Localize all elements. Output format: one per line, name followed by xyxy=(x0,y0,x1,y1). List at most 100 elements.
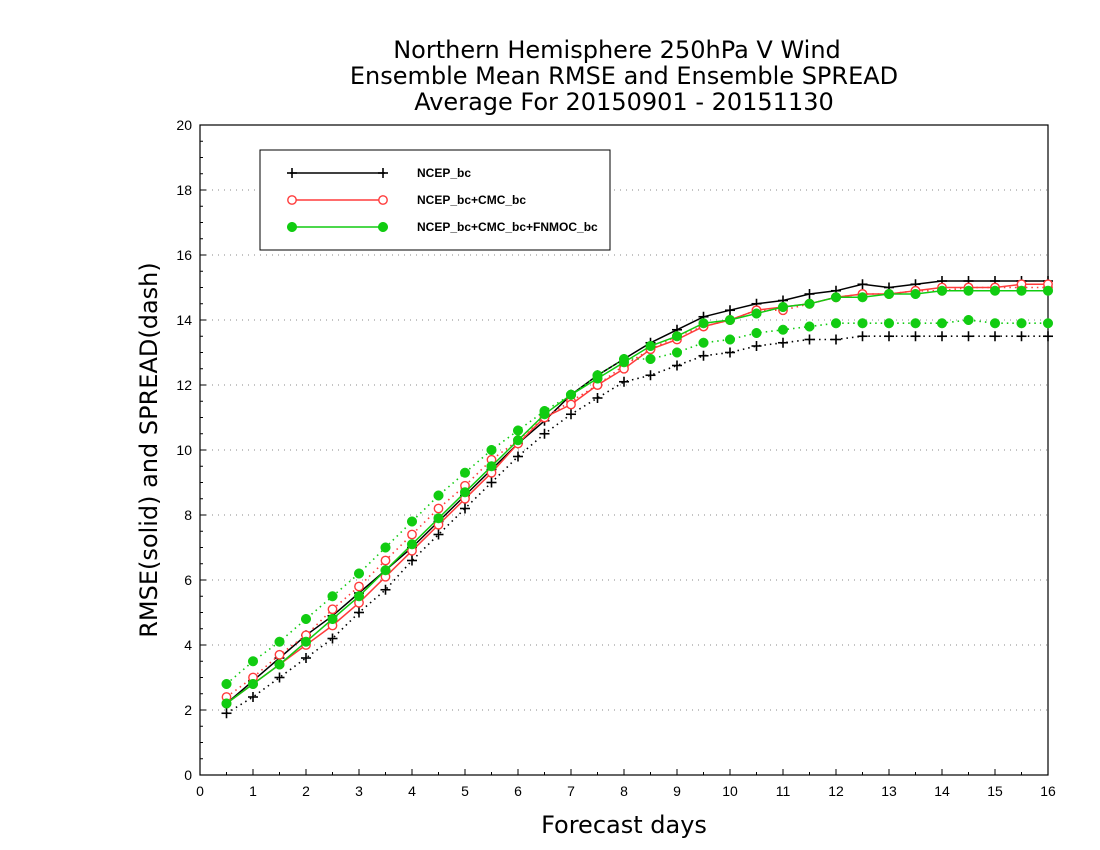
series-2-rmse-point xyxy=(645,340,656,352)
series-0 xyxy=(221,276,1053,719)
series-2-rmse-point xyxy=(486,461,497,472)
series-0-spread-point xyxy=(645,370,656,381)
series-2-rmse-point xyxy=(1042,285,1054,296)
legend-marker xyxy=(287,168,297,178)
series-2-rmse-point xyxy=(618,357,630,368)
legend-marker xyxy=(378,195,388,205)
x-tick-label: 13 xyxy=(881,783,897,799)
x-axis-title: Forecast days xyxy=(541,811,707,839)
x-tick-label: 4 xyxy=(408,783,416,799)
series-2-spread-point xyxy=(671,347,683,358)
series-0-spread-point xyxy=(592,393,603,403)
series-1-spread-point xyxy=(274,649,285,660)
series-2-rmse-point xyxy=(274,659,285,670)
x-tick-label: 16 xyxy=(1040,783,1056,799)
series-2-rmse-point xyxy=(433,513,444,524)
y-tick-label: 20 xyxy=(176,117,192,133)
series-2-rmse-point xyxy=(247,678,259,690)
series-0-spread-point xyxy=(354,607,364,618)
series-1-spread-point xyxy=(354,581,364,592)
series-2-rmse-point xyxy=(221,698,232,709)
series-0-spread-point xyxy=(884,331,894,342)
y-tick-label: 0 xyxy=(184,767,192,783)
series-0-spread-point xyxy=(248,692,258,702)
series-2-rmse-point xyxy=(327,613,338,625)
series-0-spread-point xyxy=(619,376,629,387)
series-0-spread-point xyxy=(433,529,444,540)
series-0-spread-point xyxy=(407,555,417,566)
series-2-spread-point xyxy=(751,327,762,339)
series-0-spread-point xyxy=(831,334,841,345)
series-2-spread-point xyxy=(724,334,736,345)
series-0-spread-point xyxy=(460,503,470,514)
series-2-rmse-point xyxy=(698,318,709,329)
series-2-spread-point xyxy=(936,318,948,329)
legend-label: NCEP_bc+CMC_bc+FNMOC_bc xyxy=(417,220,598,234)
series-2-spread-point xyxy=(883,318,895,329)
series-2-spread-point xyxy=(1016,318,1027,329)
series-2-rmse-point xyxy=(777,301,789,313)
series-2-spread-point xyxy=(1042,318,1054,329)
y-tick-label: 10 xyxy=(176,442,192,458)
series-2-spread-point xyxy=(512,425,524,436)
series-2-spread-point xyxy=(804,321,815,332)
legend-marker xyxy=(287,195,297,205)
series-2-spread-point xyxy=(698,337,709,348)
series-0-rmse-line xyxy=(226,280,1048,705)
x-tick-label: 1 xyxy=(249,783,257,799)
x-tick-label: 3 xyxy=(355,783,363,799)
y-tick-label: 12 xyxy=(176,377,192,393)
series-0-rmse-point xyxy=(804,289,815,299)
series-0-spread-point xyxy=(1016,331,1027,342)
series-2-spread-point xyxy=(645,353,656,365)
series-2-spread-point xyxy=(777,324,789,335)
y-tick-label: 16 xyxy=(176,247,192,263)
series-1-spread-point xyxy=(407,529,417,540)
series-2-spread-point xyxy=(459,467,471,478)
series-0-spread-point xyxy=(937,331,947,342)
legend-marker xyxy=(378,168,388,178)
series-2-spread-point xyxy=(910,318,921,329)
x-tick-label: 7 xyxy=(567,783,575,799)
series-0-spread-point xyxy=(698,350,709,361)
series-2-rmse-point xyxy=(724,314,736,326)
series-2-rmse-point xyxy=(804,298,815,309)
series-0-spread-point xyxy=(301,653,311,663)
legend-label: NCEP_bc xyxy=(417,166,471,180)
legend-marker xyxy=(377,221,389,233)
series-0-spread-point xyxy=(857,331,868,342)
title-line-1: Northern Hemisphere 250hPa V Wind xyxy=(393,36,841,64)
chart-title: Northern Hemisphere 250hPa V Wind Ensemb… xyxy=(350,36,898,116)
grid-lines xyxy=(200,189,1048,711)
series-2-rmse-point xyxy=(751,308,762,319)
series-0-spread-point xyxy=(963,331,974,342)
series-1-spread-point xyxy=(380,555,391,566)
series-0-spread-point xyxy=(778,337,788,348)
x-tick-label: 14 xyxy=(934,783,950,799)
series-0-rmse-point xyxy=(857,279,868,290)
series-2-rmse-point xyxy=(565,389,577,400)
x-tick-label: 9 xyxy=(673,783,681,799)
series-2-spread-point xyxy=(300,613,312,625)
series-1-spread-point xyxy=(327,604,338,615)
title-line-3: Average For 20150901 - 20151130 xyxy=(414,88,834,116)
legend: NCEP_bc NCEP_bc+CMC_bc NCEP_bc+CMC_bc+FNMO… xyxy=(259,149,611,251)
series-2-spread-point xyxy=(353,568,365,579)
y-tick-label: 18 xyxy=(176,182,192,198)
series-0-spread-point xyxy=(539,428,550,439)
series-2-spread-point xyxy=(380,542,391,553)
series-2-spread-point xyxy=(247,656,259,667)
x-tick-label: 0 xyxy=(196,783,204,799)
x-tick-label: 2 xyxy=(302,783,310,799)
series-2-rmse-point xyxy=(883,288,895,300)
series-0-spread-point xyxy=(513,451,523,462)
series-2-rmse-point xyxy=(300,636,312,647)
legend-marker xyxy=(286,221,298,233)
series-0-spread-point xyxy=(672,360,682,371)
series-0-spread-point xyxy=(274,672,285,683)
series-2-rmse-point xyxy=(459,487,471,498)
series-2-rmse-point xyxy=(592,373,603,384)
x-tick-label: 12 xyxy=(828,783,844,799)
series-2-spread-point xyxy=(433,490,444,501)
